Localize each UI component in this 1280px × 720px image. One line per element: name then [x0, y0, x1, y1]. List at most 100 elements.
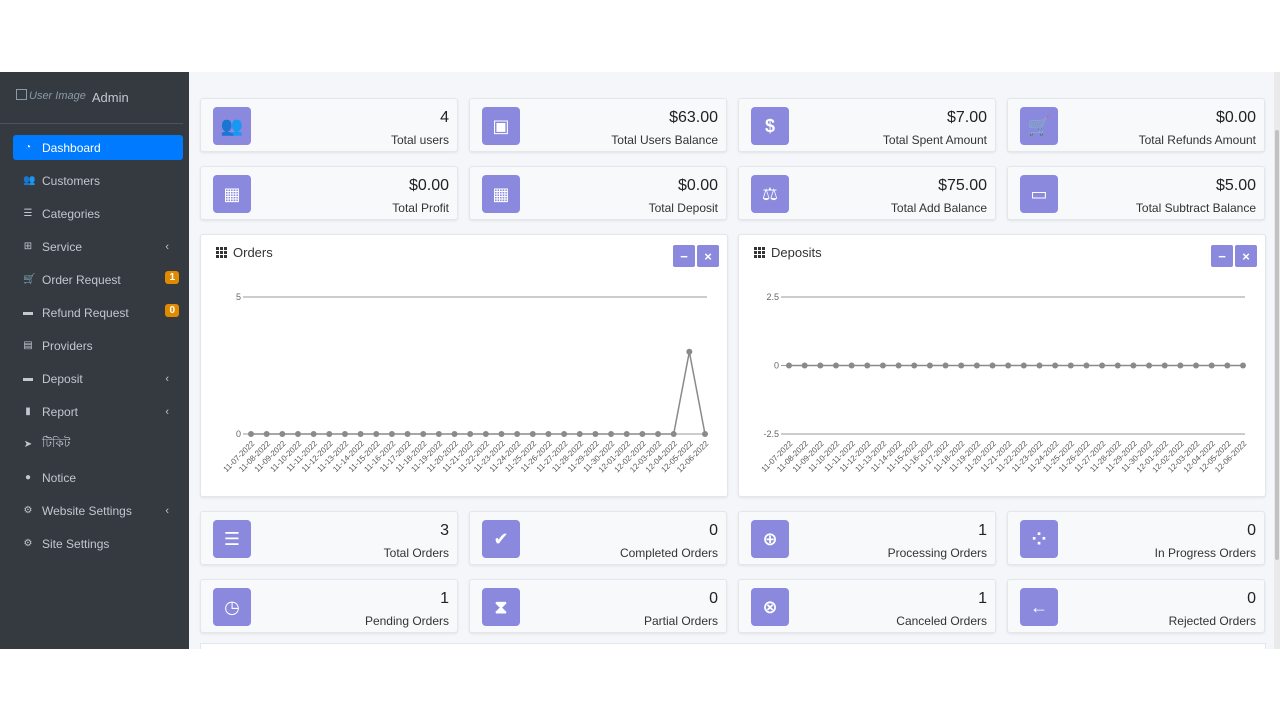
- data-point[interactable]: [911, 362, 918, 369]
- sidebar-item-3[interactable]: ⊞ Service ‹: [13, 234, 183, 259]
- deposits-chart: -2.502.511-07-202211-08-202211-09-202211…: [760, 292, 1249, 474]
- brand[interactable]: User Image Admin: [0, 72, 183, 124]
- data-point[interactable]: [942, 362, 949, 369]
- money-bill-icon: ▣: [482, 107, 520, 145]
- sidebar-item-8[interactable]: ▮ Report ‹: [13, 399, 183, 424]
- data-point[interactable]: [435, 431, 442, 437]
- data-point[interactable]: [404, 431, 411, 437]
- data-point[interactable]: [801, 362, 808, 369]
- data-point[interactable]: [670, 431, 677, 437]
- data-point[interactable]: [832, 362, 839, 369]
- data-point[interactable]: [263, 431, 270, 437]
- data-point[interactable]: [702, 431, 708, 437]
- series-line: [251, 351, 706, 435]
- data-point[interactable]: [786, 362, 792, 369]
- y-tick-label: 5: [236, 292, 241, 302]
- sidebar-item-7[interactable]: ▬ Deposit ‹: [13, 366, 183, 391]
- data-point[interactable]: [1036, 362, 1043, 369]
- sidebar-item-6[interactable]: ▤ Providers: [13, 333, 183, 358]
- data-point[interactable]: [1083, 362, 1090, 369]
- data-point[interactable]: [279, 431, 286, 437]
- stat-value: $0.00: [1215, 109, 1256, 126]
- data-point[interactable]: [592, 431, 599, 437]
- data-point[interactable]: [1161, 362, 1168, 369]
- file-icon: ▮: [25, 405, 31, 417]
- data-point[interactable]: [420, 431, 427, 437]
- chevron-left-icon[interactable]: ‹: [165, 504, 169, 517]
- data-point[interactable]: [608, 431, 615, 437]
- minimize-button[interactable]: −: [1211, 245, 1233, 267]
- data-point[interactable]: [294, 431, 301, 437]
- data-point[interactable]: [1130, 362, 1137, 369]
- data-point[interactable]: [848, 362, 855, 369]
- data-point[interactable]: [248, 431, 254, 437]
- close-button[interactable]: ×: [1235, 245, 1257, 267]
- scrollbar-thumb[interactable]: [1275, 130, 1279, 560]
- data-point[interactable]: [864, 362, 871, 369]
- data-point[interactable]: [1114, 362, 1121, 369]
- data-point[interactable]: [1177, 362, 1184, 369]
- data-point[interactable]: [326, 431, 333, 437]
- data-point[interactable]: [958, 362, 965, 369]
- data-point[interactable]: [482, 431, 489, 437]
- data-point[interactable]: [576, 431, 583, 437]
- data-point[interactable]: [817, 362, 824, 369]
- sidebar-item-label: Website Settings: [42, 503, 132, 518]
- data-point[interactable]: [467, 431, 474, 437]
- sidebar-item-12[interactable]: ⚙ Site Settings: [13, 531, 183, 556]
- sidebar-item-4[interactable]: 🛒 Order Request 1: [13, 267, 183, 292]
- sidebar-item-2[interactable]: ☰ Categories: [13, 201, 183, 226]
- stat-card: ⚖ $75.00 Total Add Balance: [738, 166, 996, 220]
- sidebar-item-1[interactable]: 👥 Customers: [13, 168, 183, 193]
- data-point[interactable]: [545, 431, 552, 437]
- chevron-left-icon[interactable]: ‹: [165, 240, 169, 253]
- data-point[interactable]: [498, 431, 505, 437]
- data-point[interactable]: [1005, 362, 1012, 369]
- data-point[interactable]: [1052, 362, 1059, 369]
- data-point[interactable]: [686, 348, 693, 355]
- stat-card: ✔ 0 Completed Orders: [469, 511, 727, 565]
- data-point[interactable]: [373, 431, 380, 437]
- sidebar-item-0[interactable]: ◔ Dashboard: [13, 135, 183, 160]
- data-point[interactable]: [1146, 362, 1153, 369]
- data-point[interactable]: [514, 431, 521, 437]
- data-point[interactable]: [1224, 362, 1231, 369]
- main-content: 👥 4 Total users ▣ $63.00 Total Users Balance $…: [200, 98, 1266, 633]
- sidebar-item-11[interactable]: ⚙ Website Settings ‹: [13, 498, 183, 523]
- data-point[interactable]: [973, 362, 980, 369]
- data-point[interactable]: [639, 431, 646, 437]
- minimize-button[interactable]: −: [673, 245, 695, 267]
- data-point[interactable]: [388, 431, 395, 437]
- data-point[interactable]: [1067, 362, 1074, 369]
- data-point[interactable]: [1193, 362, 1200, 369]
- table-icon: ▤: [23, 339, 33, 351]
- data-point[interactable]: [529, 431, 536, 437]
- sidebar-item-label: Notice: [42, 470, 77, 485]
- orders-title-label: Orders: [233, 245, 273, 260]
- data-point[interactable]: [1240, 362, 1246, 369]
- stat-label: Total Users Balance: [611, 133, 718, 147]
- data-point[interactable]: [895, 362, 902, 369]
- data-point[interactable]: [451, 431, 458, 437]
- close-button[interactable]: ×: [697, 245, 719, 267]
- scrollbar[interactable]: [1274, 72, 1280, 649]
- data-point[interactable]: [926, 362, 933, 369]
- chevron-left-icon[interactable]: ‹: [165, 405, 169, 418]
- sidebar-item-5[interactable]: ▬ Refund Request 0: [13, 300, 183, 325]
- sidebar-item-10[interactable]: ● Notice: [13, 465, 183, 490]
- sidebar-item-label: Report: [42, 404, 79, 419]
- data-point[interactable]: [341, 431, 348, 437]
- data-point[interactable]: [623, 431, 630, 437]
- data-point[interactable]: [310, 431, 317, 437]
- sidebar-item-9[interactable]: ➤ টিকিট: [13, 432, 183, 457]
- data-point[interactable]: [1020, 362, 1027, 369]
- chevron-left-icon[interactable]: ‹: [165, 372, 169, 385]
- data-point[interactable]: [561, 431, 568, 437]
- data-point[interactable]: [989, 362, 996, 369]
- stat-value: 1: [440, 590, 449, 607]
- data-point[interactable]: [655, 431, 662, 437]
- data-point[interactable]: [1099, 362, 1106, 369]
- data-point[interactable]: [1208, 362, 1215, 369]
- data-point[interactable]: [357, 431, 364, 437]
- data-point[interactable]: [879, 362, 886, 369]
